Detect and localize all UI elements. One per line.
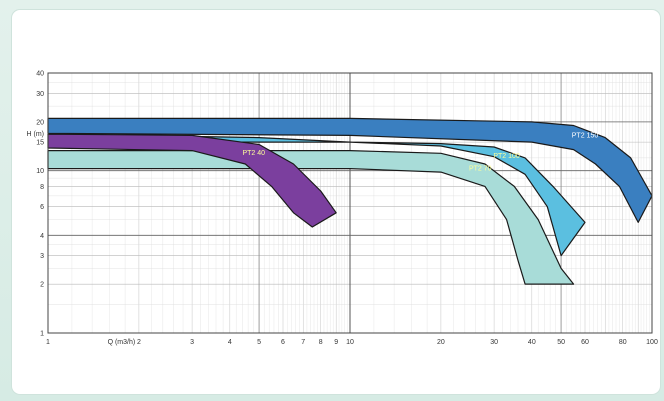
x-tick-label: 2: [137, 339, 141, 346]
y-tick-label: 6: [40, 204, 44, 211]
y-tick-label: 8: [40, 184, 44, 191]
curve-label-pt2-40: PT2 40: [242, 150, 265, 157]
x-axis-label: Q (m3/h): [108, 339, 136, 346]
y-tick-label: 3: [40, 253, 44, 260]
x-tick-label: 100: [646, 339, 658, 346]
curve-label-pt2-70: PT2 70: [469, 166, 492, 173]
curve-label-pt2-100: PT2 100: [493, 153, 520, 160]
curve-label-pt2-150: PT2 150: [572, 133, 599, 140]
y-tick-label: 2: [40, 282, 44, 289]
series-band-pt2-70: [47, 150, 575, 285]
x-tick-label: 30: [490, 339, 498, 346]
y-axis-label: H (m): [27, 131, 45, 138]
y-tick-label: 1: [40, 331, 44, 338]
x-tick-label: 8: [319, 339, 323, 346]
y-tick-label: 15: [36, 140, 44, 147]
axes-layer: 1 2 3 4 5 6 7 8 9 10 20 30 40 50 60 80 100 Q (m3/h) 1 2 3 4 6 8…: [27, 71, 658, 347]
x-tick-label: 7: [301, 339, 305, 346]
x-tick-label: 4: [228, 339, 232, 346]
x-tick-label: 20: [437, 339, 445, 346]
x-tick-label: 5: [257, 339, 261, 346]
x-tick-label: 80: [619, 339, 627, 346]
x-tick-label: 60: [581, 339, 589, 346]
series-band-pt2-100: [47, 133, 586, 257]
x-tick-label: 50: [557, 339, 565, 346]
x-tick-label: 40: [528, 339, 536, 346]
series-band-pt2-150: [47, 117, 653, 223]
y-tick-label: 10: [36, 168, 44, 175]
series-band-pt2-40: [47, 133, 337, 228]
series-layer: [47, 117, 653, 285]
pump-curve-chart: 1 2 3 4 5 6 7 8 9 10 20 30 40 50 60 80 100 Q (m3/h) 1 2 3 4 6 8…: [27, 71, 658, 347]
x-tick-label: 6: [281, 339, 285, 346]
y-tick-label: 4: [40, 233, 44, 240]
x-tick-label: 10: [346, 339, 354, 346]
chart-card: 1 2 3 4 5 6 7 8 9 10 20 30 40 50 60 80 100 Q (m3/h) 1 2 3 4 6 8…: [12, 10, 660, 394]
y-tick-label: 20: [36, 119, 44, 126]
x-tick-label: 3: [190, 339, 194, 346]
x-tick-label: 1: [46, 339, 50, 346]
x-tick-label: 9: [334, 339, 338, 346]
y-tick-label: 30: [36, 91, 44, 98]
plot-frame: [47, 72, 653, 334]
y-tick-label: 40: [36, 71, 44, 78]
